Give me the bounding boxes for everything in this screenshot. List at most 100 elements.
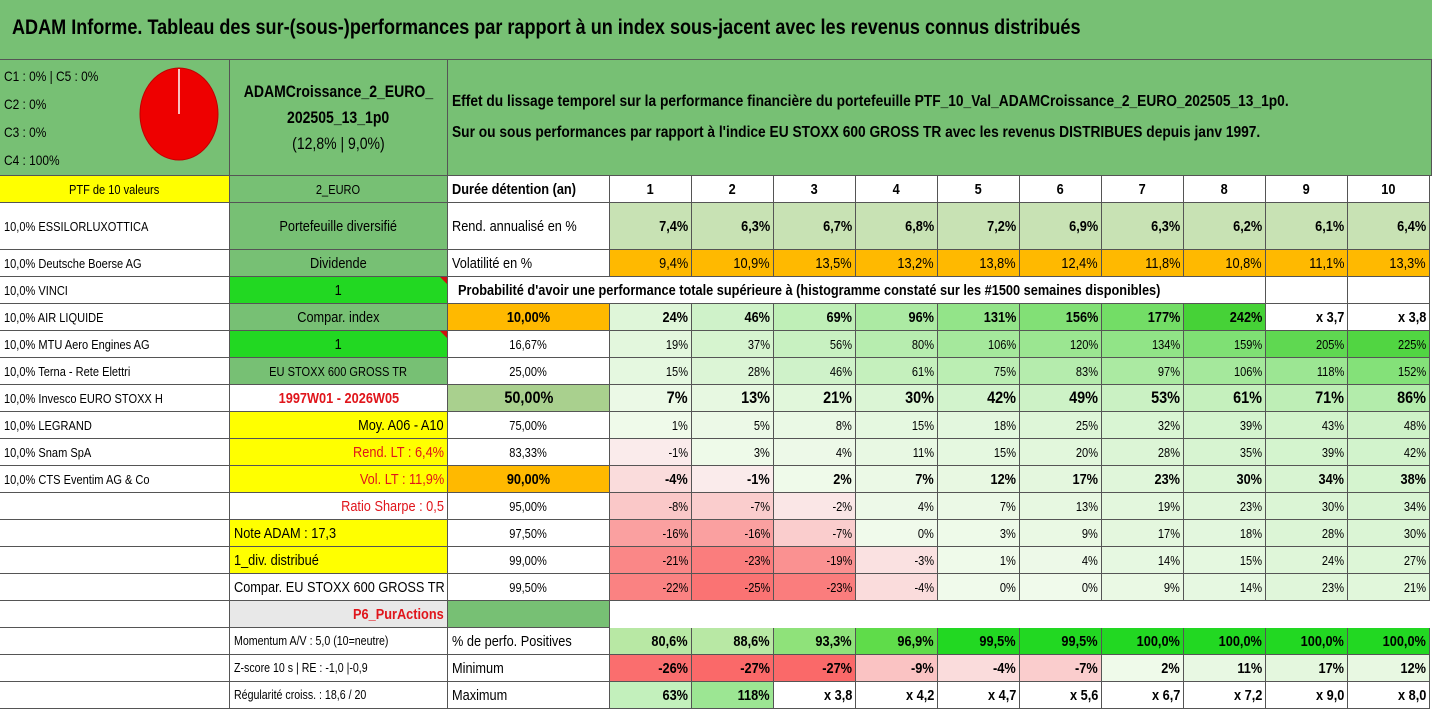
currency-label[interactable]: 2_EURO (230, 176, 448, 203)
prob-value-1-9[interactable]: x 3,7 (1266, 304, 1348, 331)
prob-value-8-10[interactable]: 34% (1348, 493, 1430, 520)
prob-value-5-5[interactable]: 18% (938, 412, 1020, 439)
prob-value-2-3[interactable]: 56% (774, 331, 856, 358)
rend-value-2[interactable]: 6,3% (692, 203, 774, 250)
prob-value-8-2[interactable]: -7% (692, 493, 774, 520)
prob-value-3-4[interactable]: 61% (856, 358, 938, 385)
prob-value-2-2[interactable]: 37% (692, 331, 774, 358)
holding-3[interactable]: 10,0% VINCI (0, 277, 230, 304)
prob-level-8[interactable]: 95,00% (448, 493, 610, 520)
prob-value-6-3[interactable]: 4% (774, 439, 856, 466)
prob-value-8-8[interactable]: 23% (1184, 493, 1266, 520)
holding-7[interactable]: 10,0% Invesco EURO STOXX H (0, 385, 230, 412)
prob-value-4-10[interactable]: 86% (1348, 385, 1430, 412)
positives-value-10[interactable]: 100,0% (1348, 628, 1430, 655)
prob-value-8-1[interactable]: -8% (610, 493, 692, 520)
positives-label[interactable]: % de perfo. Positives (448, 628, 610, 655)
prob-value-4-5[interactable]: 42% (938, 385, 1020, 412)
prob-value-4-4[interactable]: 30% (856, 385, 938, 412)
prob-value-5-1[interactable]: 1% (610, 412, 692, 439)
compar-index-value[interactable]: 1 (230, 331, 448, 358)
prob-value-8-4[interactable]: 4% (856, 493, 938, 520)
prob-value-6-9[interactable]: 39% (1266, 439, 1348, 466)
minimum-value-7[interactable]: 2% (1102, 655, 1184, 682)
momentum-label[interactable]: Momentum A/V : 5,0 (10=neutre) (230, 628, 448, 655)
empty-prob-header-2[interactable] (1348, 277, 1430, 304)
prob-value-10-1[interactable]: -21% (610, 547, 692, 574)
prob-value-7-2[interactable]: -1% (692, 466, 774, 493)
prob-value-5-4[interactable]: 15% (856, 412, 938, 439)
empty-left-13[interactable] (0, 547, 230, 574)
prob-value-8-7[interactable]: 19% (1102, 493, 1184, 520)
prob-value-9-6[interactable]: 9% (1020, 520, 1102, 547)
sharpe-ratio[interactable]: Ratio Sharpe : 0,5 (230, 493, 448, 520)
prob-level-1[interactable]: 10,00% (448, 304, 610, 331)
positives-value-6[interactable]: 99,5% (1020, 628, 1102, 655)
prob-value-7-5[interactable]: 12% (938, 466, 1020, 493)
adam-note[interactable]: Note ADAM : 17,3 (230, 520, 448, 547)
prob-value-4-1[interactable]: 7% (610, 385, 692, 412)
holding-9[interactable]: 10,0% Snam SpA (0, 439, 230, 466)
vol-value-8[interactable]: 10,8% (1184, 250, 1266, 277)
year-header-1[interactable]: 1 (610, 176, 692, 203)
prob-value-5-7[interactable]: 32% (1102, 412, 1184, 439)
prob-value-3-7[interactable]: 97% (1102, 358, 1184, 385)
prob-value-9-4[interactable]: 0% (856, 520, 938, 547)
positives-value-1[interactable]: 80,6% (610, 628, 692, 655)
minimum-value-1[interactable]: -26% (610, 655, 692, 682)
prob-value-2-1[interactable]: 19% (610, 331, 692, 358)
prob-value-10-5[interactable]: 1% (938, 547, 1020, 574)
prob-level-6[interactable]: 83,33% (448, 439, 610, 466)
prob-level-4[interactable]: 50,00% (448, 385, 610, 412)
prob-value-10-6[interactable]: 4% (1020, 547, 1102, 574)
prob-value-7-6[interactable]: 17% (1020, 466, 1102, 493)
prob-value-11-6[interactable]: 0% (1020, 574, 1102, 601)
maximum-value-3[interactable]: x 3,8 (774, 682, 856, 709)
prob-value-2-7[interactable]: 134% (1102, 331, 1184, 358)
green-spacer[interactable] (448, 601, 610, 628)
prob-value-6-7[interactable]: 28% (1102, 439, 1184, 466)
rend-value-10[interactable]: 6,4% (1348, 203, 1430, 250)
prob-value-1-1[interactable]: 24% (610, 304, 692, 331)
positives-value-9[interactable]: 100,0% (1266, 628, 1348, 655)
prob-value-3-3[interactable]: 46% (774, 358, 856, 385)
prob-level-10[interactable]: 99,00% (448, 547, 610, 574)
prob-value-3-5[interactable]: 75% (938, 358, 1020, 385)
prob-value-9-3[interactable]: -7% (774, 520, 856, 547)
prob-value-6-5[interactable]: 15% (938, 439, 1020, 466)
dividend-label[interactable]: Dividende (230, 250, 448, 277)
rend-value-8[interactable]: 6,2% (1184, 203, 1266, 250)
prob-value-7-4[interactable]: 7% (856, 466, 938, 493)
prob-value-10-10[interactable]: 27% (1348, 547, 1430, 574)
prob-value-8-3[interactable]: -2% (774, 493, 856, 520)
prob-value-9-8[interactable]: 18% (1184, 520, 1266, 547)
prob-value-1-4[interactable]: 96% (856, 304, 938, 331)
vol-value-1[interactable]: 9,4% (610, 250, 692, 277)
vol-value-5[interactable]: 13,8% (938, 250, 1020, 277)
prob-value-1-6[interactable]: 156% (1020, 304, 1102, 331)
ptf-label[interactable]: PTF de 10 valeurs (0, 176, 230, 203)
prob-value-2-8[interactable]: 159% (1184, 331, 1266, 358)
prob-level-2[interactable]: 16,67% (448, 331, 610, 358)
maximum-value-10[interactable]: x 8,0 (1348, 682, 1430, 709)
pur-actions[interactable]: P6_PurActions (230, 601, 448, 628)
prob-value-11-2[interactable]: -25% (692, 574, 774, 601)
empty-left-15[interactable] (0, 601, 230, 628)
prob-level-5[interactable]: 75,00% (448, 412, 610, 439)
prob-value-2-10[interactable]: 225% (1348, 331, 1430, 358)
prob-value-11-8[interactable]: 14% (1184, 574, 1266, 601)
prob-value-7-7[interactable]: 23% (1102, 466, 1184, 493)
rend-value-9[interactable]: 6,1% (1266, 203, 1348, 250)
year-header-10[interactable]: 10 (1348, 176, 1430, 203)
rend-value-7[interactable]: 6,3% (1102, 203, 1184, 250)
prob-value-3-6[interactable]: 83% (1020, 358, 1102, 385)
minimum-value-4[interactable]: -9% (856, 655, 938, 682)
rend-lt[interactable]: Rend. LT : 6,4% (230, 439, 448, 466)
holding-2[interactable]: 10,0% Deutsche Boerse AG (0, 250, 230, 277)
prob-value-1-3[interactable]: 69% (774, 304, 856, 331)
prob-value-8-9[interactable]: 30% (1266, 493, 1348, 520)
prob-value-9-1[interactable]: -16% (610, 520, 692, 547)
maximum-label[interactable]: Maximum (448, 682, 610, 709)
holding-5[interactable]: 10,0% MTU Aero Engines AG (0, 331, 230, 358)
year-header-3[interactable]: 3 (774, 176, 856, 203)
